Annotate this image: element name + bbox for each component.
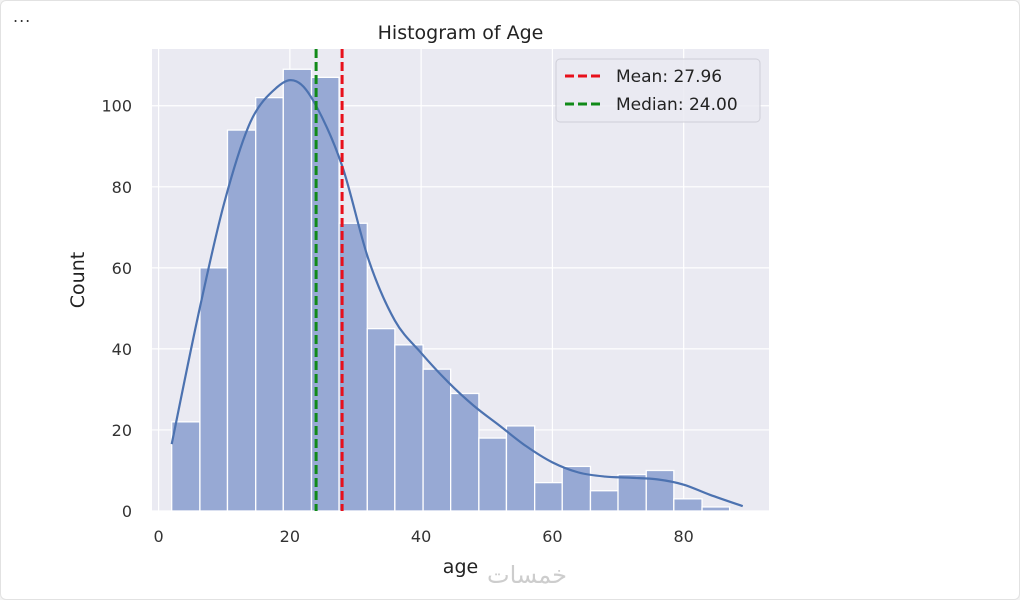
x-tick-label: 40	[411, 527, 431, 546]
histogram-bars	[171, 68, 731, 512]
watermark-logo: خمسات	[487, 561, 567, 589]
y-tick-label: 20	[112, 421, 132, 440]
more-horizontal-icon[interactable]: ...	[13, 7, 32, 26]
histogram-bar	[422, 368, 452, 512]
histogram-bar	[255, 96, 284, 512]
x-tick-label: 0	[153, 527, 163, 546]
y-axis-label: Count	[67, 252, 89, 308]
y-axis-ticks: 0 20 40 60 80 100	[101, 97, 132, 521]
x-tick-label: 60	[542, 527, 562, 546]
y-tick-label: 80	[112, 178, 132, 197]
legend-box	[555, 58, 761, 123]
y-tick-label: 0	[122, 502, 132, 521]
histogram-bar	[534, 481, 563, 512]
y-tick-label: 40	[112, 340, 132, 359]
histogram-bar	[310, 76, 340, 512]
histogram-bar	[450, 392, 480, 512]
x-tick-label: 20	[280, 527, 300, 546]
histogram-bar	[478, 437, 508, 512]
histogram-bar	[673, 498, 703, 512]
x-tick-label: 80	[673, 527, 693, 546]
chart-title: Histogram of Age	[378, 22, 544, 44]
histogram-bar	[617, 473, 647, 512]
histogram-bar	[645, 469, 675, 512]
reference-lines	[314, 49, 344, 511]
histogram-bar	[171, 421, 201, 512]
x-axis-label: age	[443, 556, 478, 578]
histogram-bar	[282, 68, 313, 512]
legend-label-mean: Mean: 27.96	[616, 67, 722, 87]
histogram-bar	[226, 129, 257, 512]
y-tick-label: 60	[112, 259, 132, 278]
histogram-bar	[589, 490, 619, 512]
kde-line	[170, 79, 744, 508]
histogram-bar	[199, 267, 229, 512]
histogram-bar	[366, 327, 396, 512]
histogram-bar	[701, 506, 731, 512]
y-tick-label: 100	[101, 97, 132, 116]
legend-label-median: Median: 24.00	[616, 95, 738, 115]
x-axis-ticks: 0 20 40 60 80	[153, 527, 693, 546]
histogram-bar	[394, 344, 424, 512]
histogram-bar	[505, 425, 536, 512]
legend: Mean: 27.96 Median: 24.00	[555, 58, 761, 123]
